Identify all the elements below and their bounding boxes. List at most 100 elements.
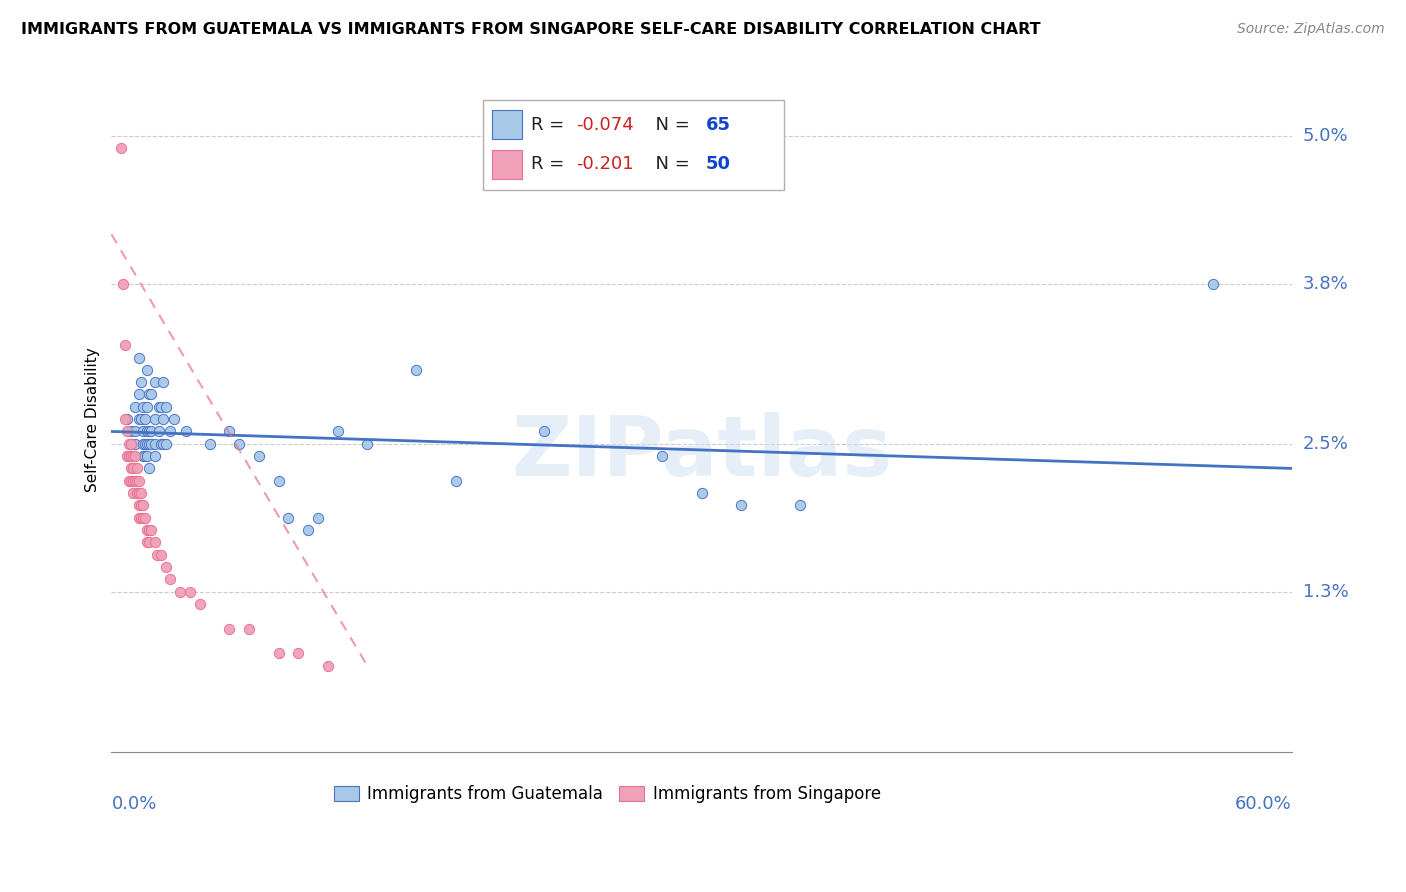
Point (125, 474, 148, 488)
Point (132, 449, 155, 463)
Point (128, 387, 150, 401)
Point (132, 437, 155, 451)
Point (114, 412, 136, 426)
Point (149, 437, 172, 451)
Point (287, 646, 309, 660)
Point (356, 437, 378, 451)
Point (134, 412, 156, 426)
Text: 1.3%: 1.3% (1303, 582, 1348, 600)
Point (152, 437, 174, 451)
Point (138, 425, 160, 439)
Point (120, 437, 142, 451)
Text: 3.8%: 3.8% (1303, 275, 1348, 293)
Point (135, 535, 157, 549)
Point (149, 548, 172, 562)
Text: -0.201: -0.201 (576, 155, 634, 173)
Text: 50: 50 (706, 155, 731, 173)
Point (118, 437, 141, 451)
Point (307, 510, 329, 524)
Point (149, 400, 172, 414)
Point (124, 449, 146, 463)
Point (651, 449, 673, 463)
Point (129, 375, 152, 389)
Point (129, 486, 152, 500)
Text: R =: R = (531, 116, 571, 134)
Point (128, 510, 150, 524)
Point (135, 437, 157, 451)
Text: N =: N = (644, 155, 695, 173)
Point (159, 573, 181, 587)
Text: Source: ZipAtlas.com: Source: ZipAtlas.com (1237, 22, 1385, 37)
Point (198, 437, 221, 451)
Point (110, 141, 132, 155)
Point (128, 499, 150, 513)
Text: R =: R = (531, 155, 571, 173)
Point (316, 658, 339, 673)
Point (148, 400, 170, 414)
Point (128, 474, 150, 488)
Point (124, 400, 146, 414)
Point (134, 510, 156, 524)
FancyBboxPatch shape (492, 150, 523, 178)
Point (238, 622, 260, 636)
Point (152, 375, 174, 389)
Point (124, 474, 146, 488)
Point (152, 412, 174, 426)
Point (297, 523, 319, 537)
Point (145, 548, 167, 562)
Point (139, 387, 162, 401)
Point (118, 449, 141, 463)
Point (122, 474, 145, 488)
Point (120, 437, 142, 451)
Point (124, 425, 146, 439)
Point (125, 486, 148, 500)
Point (277, 510, 299, 524)
Point (143, 412, 166, 426)
Point (155, 400, 177, 414)
Point (129, 499, 152, 513)
Point (139, 437, 162, 451)
Point (218, 622, 240, 636)
Point (444, 474, 467, 488)
Point (139, 523, 162, 537)
Point (138, 523, 160, 537)
Text: 65: 65 (706, 116, 731, 134)
Point (120, 474, 142, 488)
FancyBboxPatch shape (484, 100, 785, 189)
Point (143, 535, 166, 549)
Point (135, 449, 157, 463)
Point (124, 437, 146, 451)
Point (120, 449, 142, 463)
Point (120, 461, 142, 475)
Point (138, 535, 160, 549)
Point (326, 425, 349, 439)
Point (228, 437, 250, 451)
Point (128, 412, 150, 426)
Point (155, 560, 177, 574)
Point (267, 474, 290, 488)
Text: 0.0%: 0.0% (111, 795, 157, 814)
Point (143, 437, 166, 451)
Point (690, 486, 713, 500)
Point (138, 461, 160, 475)
Point (139, 425, 162, 439)
Point (132, 510, 155, 524)
Text: IMMIGRANTS FROM GUATEMALA VS IMMIGRANTS FROM SINGAPORE SELF-CARE DISABILITY CORR: IMMIGRANTS FROM GUATEMALA VS IMMIGRANTS … (21, 22, 1040, 37)
Point (135, 523, 157, 537)
Point (122, 449, 145, 463)
Point (138, 437, 160, 451)
Point (163, 412, 186, 426)
Point (132, 425, 155, 439)
Point (132, 499, 155, 513)
Point (155, 437, 177, 451)
Text: 5.0%: 5.0% (1303, 127, 1348, 145)
Text: 60.0%: 60.0% (1234, 795, 1292, 814)
Point (143, 449, 166, 463)
Point (143, 375, 166, 389)
Point (730, 499, 752, 513)
Point (405, 363, 427, 377)
Point (129, 412, 152, 426)
Point (135, 400, 157, 414)
Point (115, 425, 138, 439)
Point (134, 437, 156, 451)
